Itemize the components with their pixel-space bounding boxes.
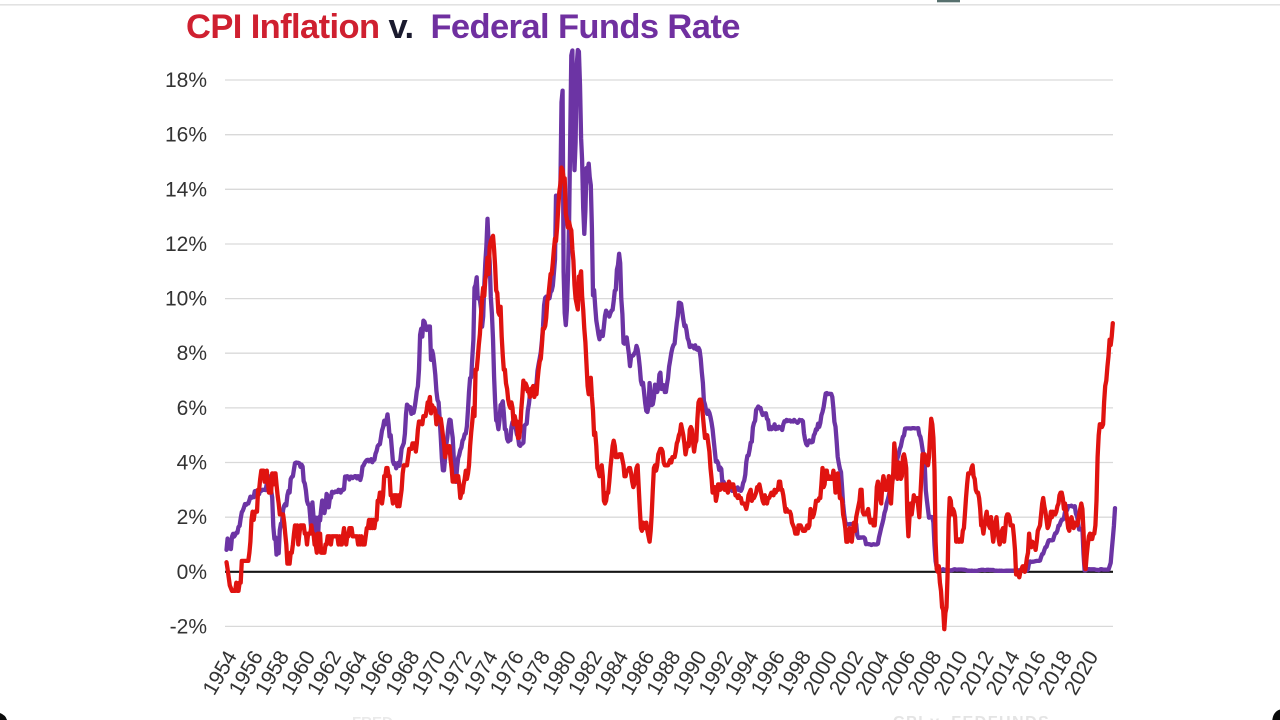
svg-text:10%: 10%: [165, 288, 207, 311]
svg-text:2%: 2%: [177, 506, 207, 529]
svg-text:14%: 14%: [165, 178, 207, 201]
svg-text:12%: 12%: [165, 233, 207, 256]
svg-text:16%: 16%: [165, 124, 207, 147]
svg-text:6%: 6%: [177, 397, 207, 420]
svg-text:8%: 8%: [177, 342, 207, 365]
svg-text:0%: 0%: [177, 561, 207, 584]
svg-text:4%: 4%: [177, 452, 207, 475]
svg-text:18%: 18%: [165, 69, 207, 92]
svg-text:CPI Inflation v. Federal Funds: CPI Inflation v. Federal Funds Rate: [186, 8, 740, 46]
svg-text:CPI v. FEDFUNDS: CPI v. FEDFUNDS: [893, 714, 1050, 720]
svg-text:FRED: FRED: [352, 714, 393, 720]
svg-text:-2%: -2%: [170, 615, 207, 638]
